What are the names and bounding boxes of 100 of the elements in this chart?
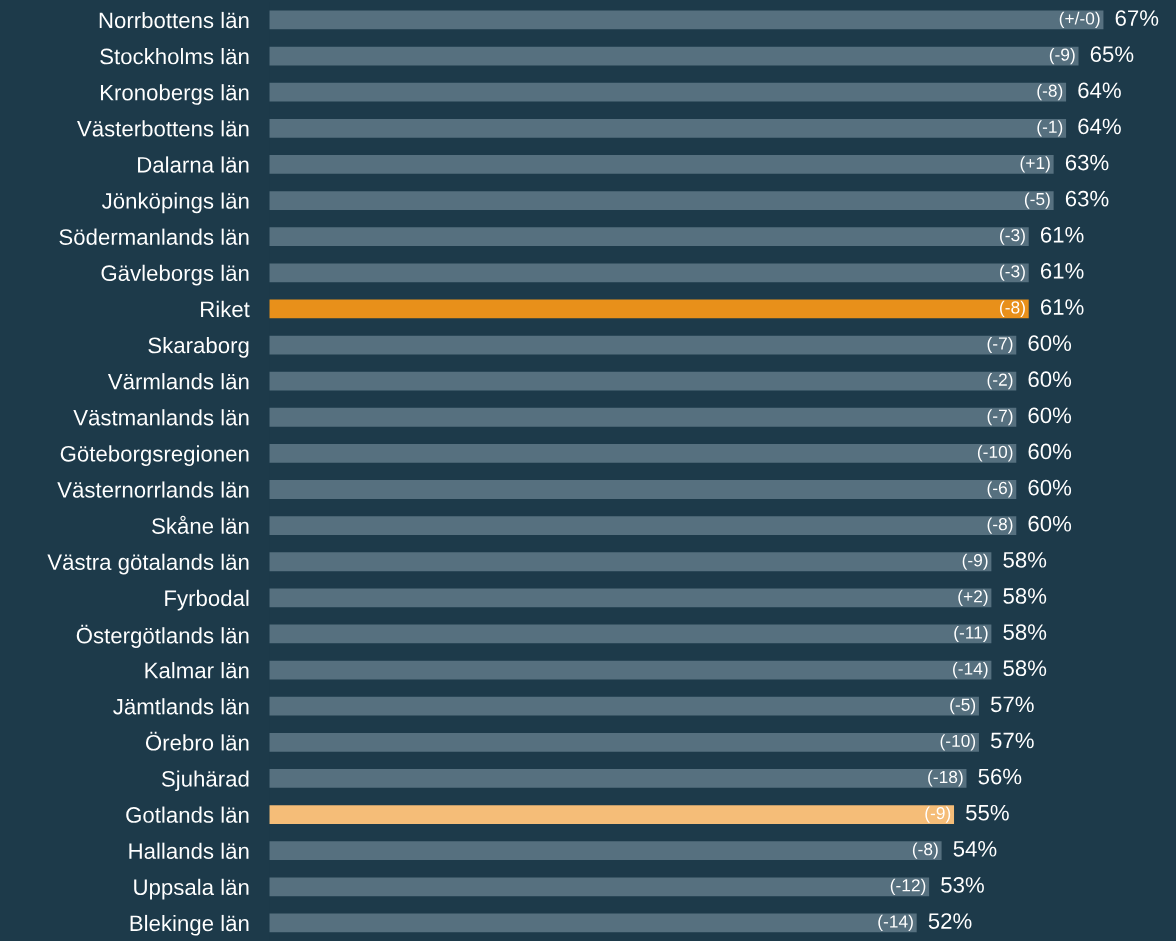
y-tick-label: Östergötlands län (76, 624, 249, 648)
bar (269, 480, 1017, 499)
annotation: (-6) (987, 481, 1013, 498)
bar (269, 913, 917, 933)
y-tick-label: Gotlands län (126, 806, 249, 823)
bar (269, 371, 1017, 391)
annotation: (-11) (954, 625, 988, 643)
annotation: (-10) (977, 445, 1013, 462)
y-tick-label: Jämtlands län (113, 698, 249, 715)
bar (269, 227, 1029, 247)
data-label: 54% (953, 841, 997, 857)
data-label: 63% (1065, 190, 1109, 207)
y-tick-label: Västmanlands län (73, 409, 249, 426)
y-tick-label: Kronobergs län (100, 84, 249, 105)
data-label: 60% (1028, 515, 1072, 532)
bar (269, 191, 1054, 210)
y-tick-label: Göteborgsregionen (60, 445, 249, 467)
data-label: 65% (1090, 46, 1134, 63)
data-label: 60% (1028, 371, 1072, 388)
bar (269, 624, 992, 644)
data-label: 58% (1003, 551, 1047, 568)
y-tick-label: Blekinge län (130, 914, 249, 936)
bar (269, 588, 992, 608)
y-tick-label: Västernorrlands län (57, 481, 249, 498)
data-label: 60% (1028, 479, 1072, 496)
data-label: 58% (1003, 588, 1047, 604)
annotation: (-8) (987, 517, 1013, 534)
data-label: 63% (1065, 154, 1109, 171)
y-tick-label: Örebro län (145, 731, 249, 751)
y-tick-label: Värmlands län (107, 373, 249, 390)
data-label: 55% (966, 804, 1009, 821)
annotation: (-7) (987, 409, 1013, 426)
annotation: (+2) (958, 589, 988, 606)
data-label: 60% (1028, 335, 1072, 351)
y-tick-label: Västerbottens län (77, 120, 249, 137)
y-tick-label: Jönköpings län (101, 192, 249, 214)
bar (269, 443, 1017, 463)
bar (269, 82, 1067, 102)
y-tick-label: Riket (201, 300, 250, 318)
y-tick-label: Skåne län (152, 515, 249, 534)
y-tick-label: Stockholms län (100, 48, 249, 65)
bar (269, 10, 1104, 30)
data-label: 61% (1040, 226, 1084, 243)
data-label: 67% (1115, 10, 1159, 26)
data-label: 56% (978, 768, 1022, 785)
annotation: (-18) (928, 770, 963, 787)
annotation: (-10) (940, 734, 976, 751)
y-tick-label: Skaraborg (148, 336, 249, 358)
data-label: 53% (941, 877, 984, 893)
annotation: (-9) (1049, 47, 1075, 65)
bar (269, 769, 967, 788)
y-tick-label: Fyrbodal (165, 589, 249, 611)
bar (269, 46, 1079, 66)
y-tick-label: Södermanlands län (59, 228, 249, 245)
data-label: 64% (1078, 82, 1121, 99)
bar (269, 877, 930, 897)
annotation: (-1) (1037, 120, 1063, 137)
data-label: 57% (990, 732, 1034, 749)
y-tick-label: Dalarna län (138, 156, 249, 173)
data-label: 58% (1003, 624, 1047, 640)
bar (269, 299, 1029, 319)
data-label: 61% (1040, 299, 1084, 315)
data-label: 57% (990, 696, 1034, 713)
bar (269, 696, 979, 716)
y-tick-label: Gävleborgs län (101, 264, 249, 286)
annotation: (-8) (1000, 300, 1025, 317)
data-label: 60% (1028, 443, 1072, 460)
annotation: (-12) (890, 878, 926, 895)
annotation: (-2) (987, 373, 1013, 390)
annotation: (-14) (878, 914, 913, 932)
bar (269, 805, 955, 824)
bar (269, 335, 1017, 355)
annotation: (-5) (1024, 192, 1050, 209)
annotation: (+1) (1020, 156, 1050, 173)
annotation: (-8) (912, 842, 938, 859)
bar (269, 516, 1017, 536)
annotation: (-3) (1000, 228, 1025, 245)
y-tick-label: Uppsala län (134, 878, 249, 900)
bar (269, 660, 992, 680)
data-label: 64% (1078, 118, 1121, 135)
bar (269, 263, 1029, 283)
y-tick-label: Sjuhärad (161, 770, 249, 792)
y-tick-label: Norrbottens län (99, 11, 249, 29)
bar (269, 155, 1054, 174)
data-label: 60% (1028, 407, 1072, 424)
annotation: (+/-0) (1059, 11, 1100, 29)
bar (269, 732, 979, 752)
data-label: 61% (1040, 263, 1084, 279)
data-label: 58% (1003, 660, 1047, 677)
y-tick-label: Hallands län (129, 842, 249, 859)
annotation: (-9) (925, 806, 951, 823)
annotation: (-5) (950, 698, 976, 715)
annotation: (-14) (953, 662, 988, 679)
annotation: (-9) (962, 553, 988, 570)
bar (269, 407, 1017, 427)
annotation: (-3) (1000, 264, 1025, 281)
bar (269, 118, 1067, 138)
bar (269, 841, 942, 861)
bar (269, 552, 992, 572)
annotation: (-8) (1037, 84, 1063, 101)
